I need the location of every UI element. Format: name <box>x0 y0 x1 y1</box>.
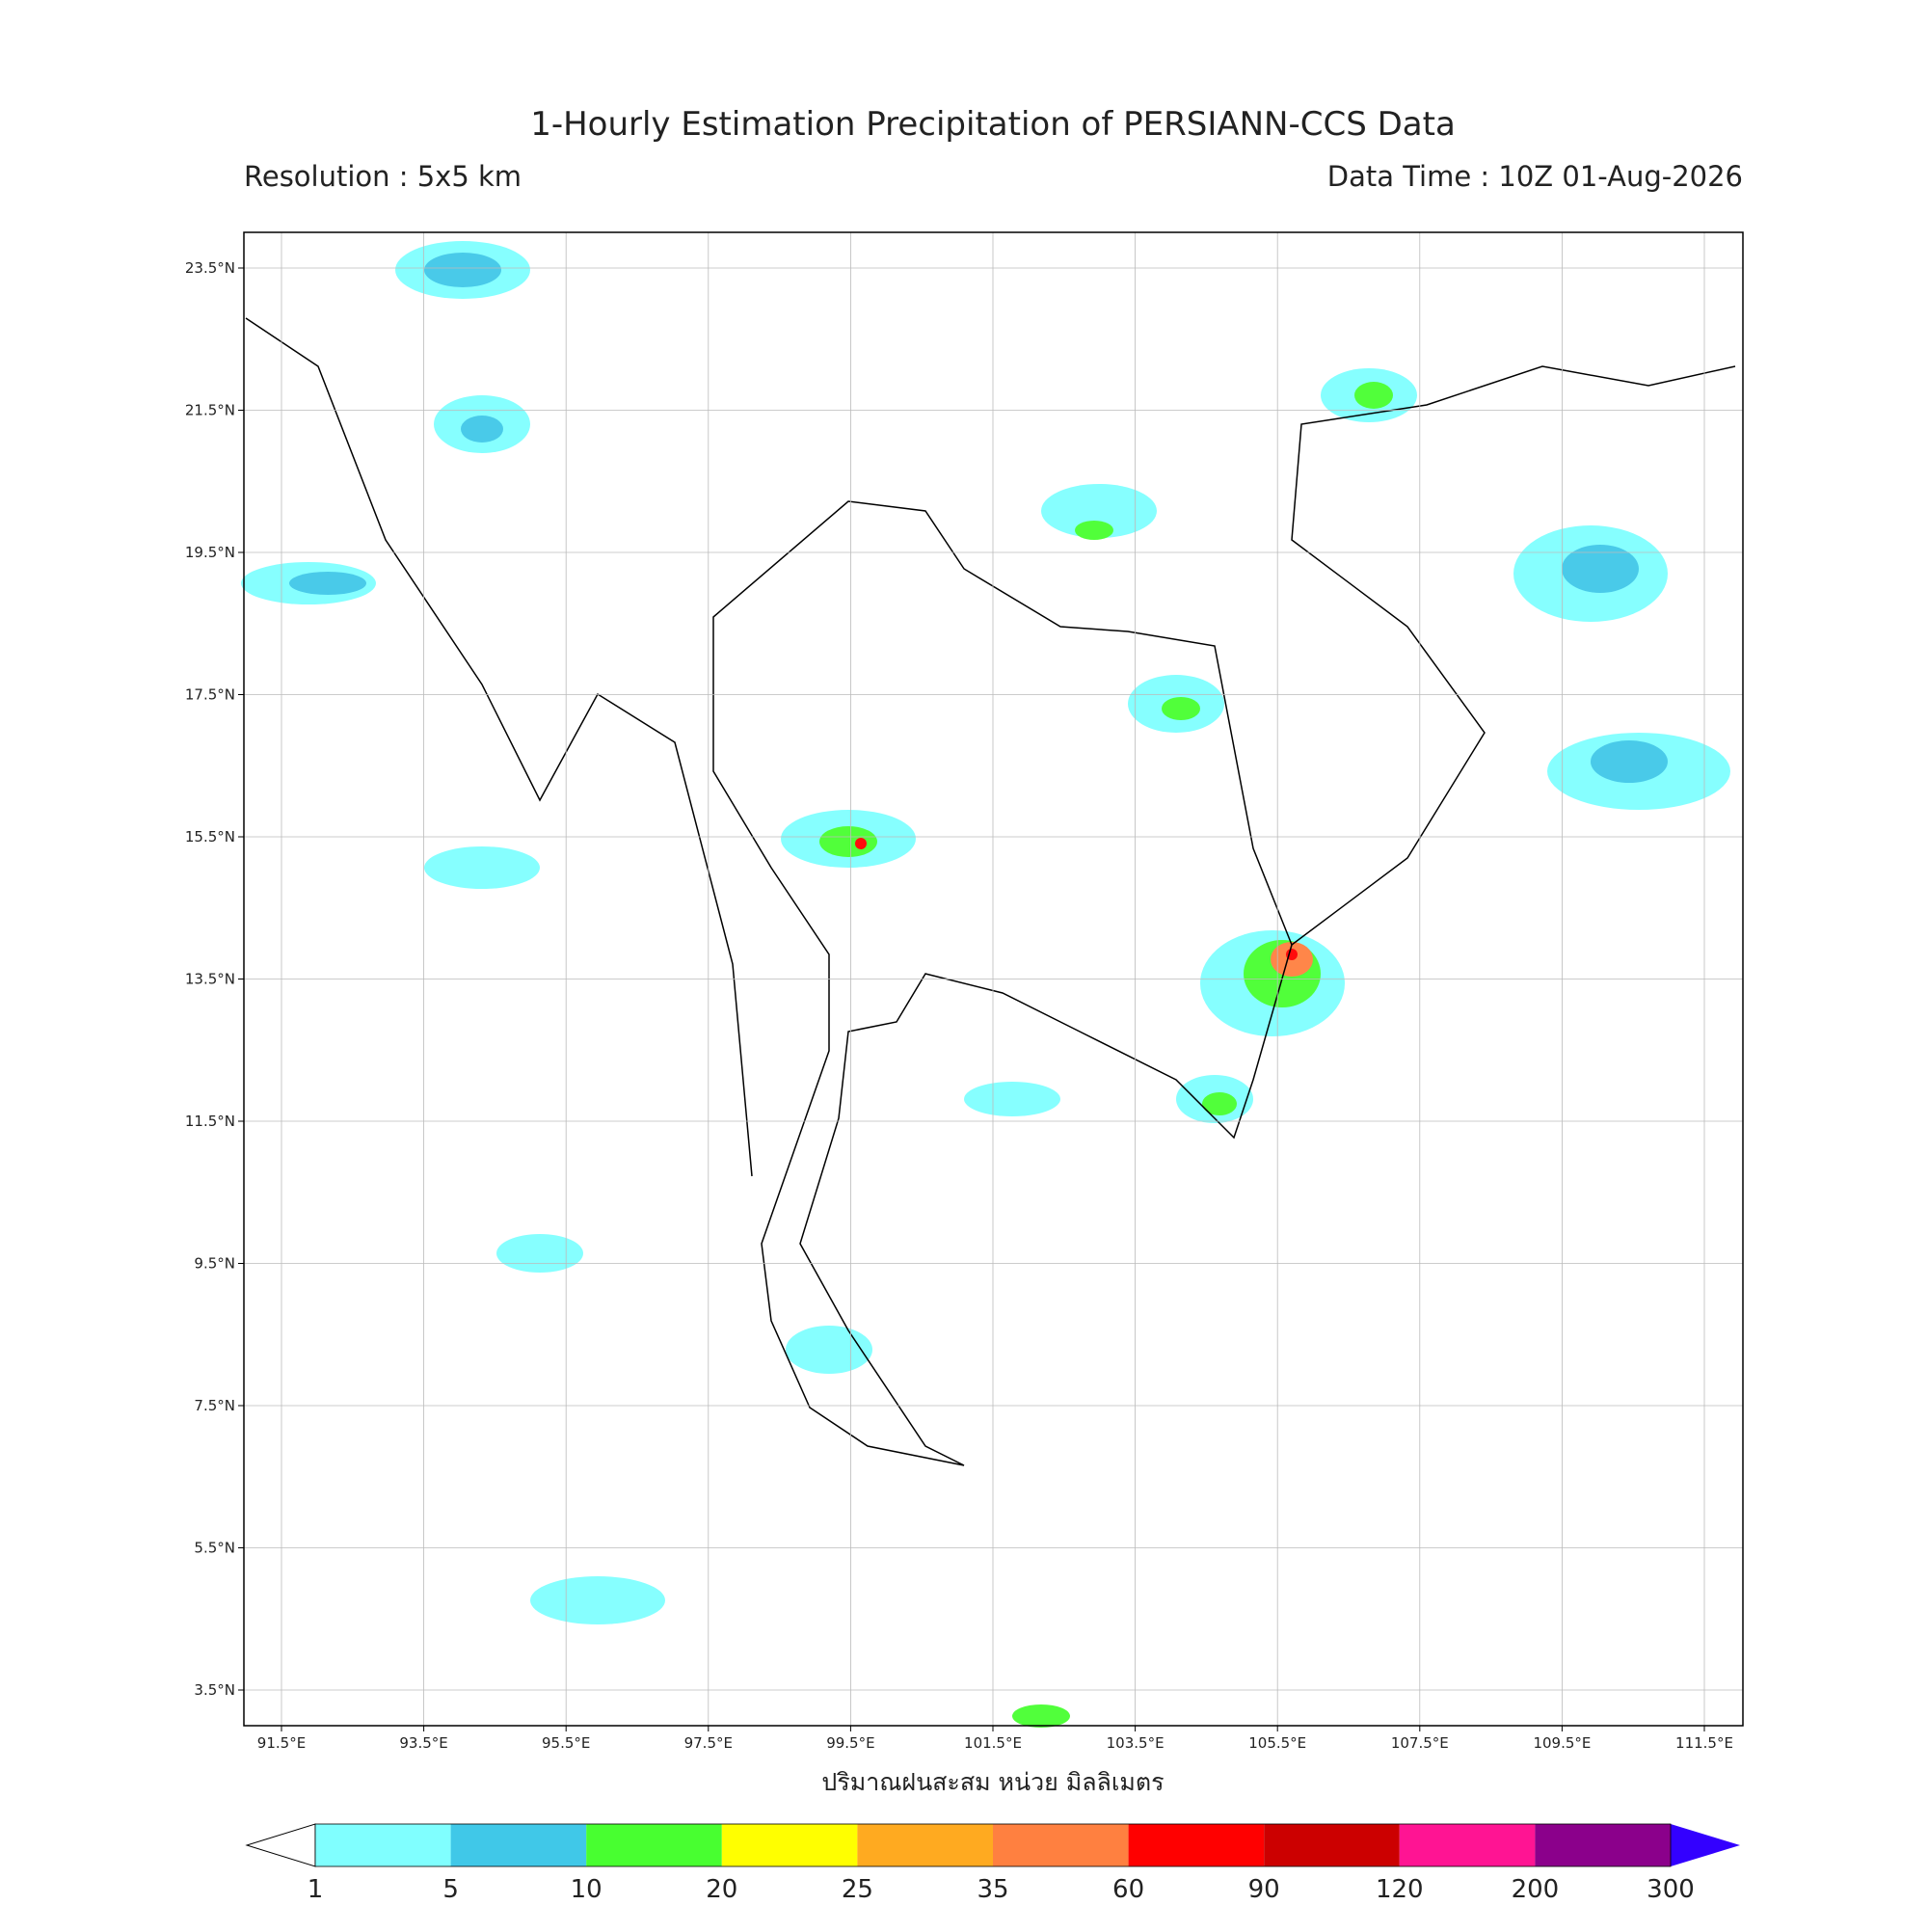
colorbar-label: 1 <box>308 1875 324 1904</box>
lon-tick-label: 105.5°E <box>1248 1734 1306 1752</box>
lat-tick-label: 21.5°N <box>185 402 235 419</box>
lat-tick-label: 15.5°N <box>185 828 235 845</box>
coastline <box>1291 365 1736 946</box>
color-box <box>1128 1824 1265 1866</box>
data-time: Data Time : 10Z 01-Aug-2026 <box>1327 160 1743 193</box>
lon-tick-label: 99.5°E <box>826 1734 874 1752</box>
colorbar-label: 60 <box>1112 1875 1144 1904</box>
color-box <box>315 1824 451 1866</box>
colorbar-label: 90 <box>1248 1875 1280 1904</box>
title: 1-Hourly Estimation Precipitation of PER… <box>530 105 1456 144</box>
resolution: Resolution : 5x5 km <box>244 160 522 193</box>
lon-tick-label: 111.5°E <box>1675 1734 1733 1752</box>
colorbar-label: 300 <box>1647 1875 1695 1904</box>
colorbar-label: 120 <box>1376 1875 1424 1904</box>
color-box <box>1264 1824 1400 1866</box>
lat-tick-label: 5.5°N <box>194 1540 235 1557</box>
colorbar-label: 20 <box>706 1875 737 1904</box>
color-box <box>1399 1824 1536 1866</box>
lon-tick-label: 107.5°E <box>1391 1734 1449 1752</box>
region-outline <box>712 500 1293 1466</box>
color-box <box>586 1824 722 1866</box>
colorbar-label: 25 <box>842 1875 873 1904</box>
lon-tick-label: 97.5°E <box>684 1734 733 1752</box>
lat-tick-label: 9.5°N <box>194 1255 235 1273</box>
color-box <box>721 1824 858 1866</box>
lat-tick-label: 11.5°N <box>185 1113 235 1130</box>
colorbar-label: 10 <box>571 1875 602 1904</box>
color-box <box>993 1824 1129 1866</box>
color-box <box>1535 1824 1671 1866</box>
lon-tick-label: 101.5°E <box>964 1734 1022 1752</box>
map-frame <box>243 231 1744 1727</box>
lon-tick-label: 103.5°E <box>1107 1734 1165 1752</box>
color-box <box>857 1824 993 1866</box>
lat-tick-label: 17.5°N <box>185 686 235 704</box>
lat-tick-label: 7.5°N <box>194 1397 235 1414</box>
colorbar-label: 5 <box>442 1875 459 1904</box>
lon-tick-label: 91.5°E <box>257 1734 306 1752</box>
colorbar-label: 35 <box>977 1875 1008 1904</box>
rain-areas <box>241 241 1730 1728</box>
lon-tick-label: 109.5°E <box>1533 1734 1591 1752</box>
color-box <box>450 1824 587 1866</box>
lat-tick-label: 3.5°N <box>194 1681 235 1699</box>
lat-tick-label: 19.5°N <box>185 544 235 561</box>
lat-tick-label: 13.5°N <box>185 971 235 988</box>
lon-tick-label: 95.5°E <box>542 1734 590 1752</box>
colorbar-label: 200 <box>1512 1875 1560 1904</box>
over-arrow <box>1671 1824 1740 1866</box>
lat-tick-label: 23.5°N <box>185 259 235 277</box>
under-arrow <box>245 1823 316 1867</box>
colorbar-frame <box>314 1823 1672 1867</box>
lon-tick-label: 93.5°E <box>399 1734 447 1752</box>
coastline <box>245 317 753 1177</box>
axis-label: ปริมาณฝนสะสม หน่วย มิลลิเมตร <box>821 1768 1164 1796</box>
